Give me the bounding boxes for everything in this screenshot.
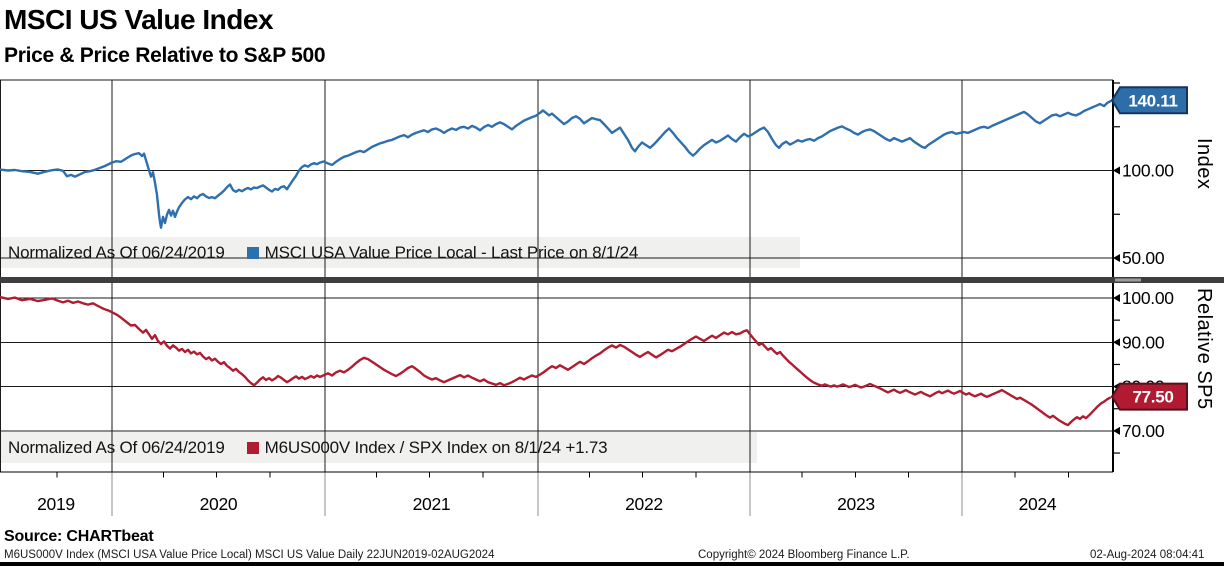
last-price-tag-bottom: [1110, 382, 1188, 411]
source-label: Source: CHARTbeat: [4, 528, 154, 545]
x-year-label: 2023: [837, 494, 875, 514]
relative-spx-line: [0, 295, 1112, 427]
x-year-label: 2021: [413, 494, 451, 514]
bottom-series-swatch-icon: [246, 442, 259, 454]
panel-divider-handle-icon[interactable]: [1115, 278, 1141, 282]
panel-divider[interactable]: [0, 277, 1224, 283]
msci-value-price-line: [0, 99, 1115, 229]
page-title: MSCI US Value Index: [4, 4, 274, 35]
top-series-swatch-icon: [246, 247, 259, 259]
bottom-panel-legend: Normalized As Of 06/24/2019 M6US000V Ind…: [8, 436, 608, 460]
top-legend-strip: [0, 237, 800, 268]
y-tick-arrow-icon: [1113, 254, 1120, 262]
bottom-axis-title: Relative SP5: [1193, 288, 1215, 410]
top-legend-normalized-label: Normalized As Of 06/24/2019: [8, 243, 225, 262]
x-year-label: 2020: [200, 494, 238, 514]
y-tick-arrow-icon: [1113, 338, 1120, 347]
y-tick-arrow-icon: [1113, 426, 1120, 435]
bottom-legend-strip: [0, 432, 757, 463]
x-year-label: 2024: [1019, 494, 1057, 514]
last-price-tag-top: [1110, 86, 1188, 115]
last-price-tag-top-value: 140.11: [1128, 91, 1177, 110]
window-bottom-edge: [0, 562, 1224, 566]
y-tick-label: 100.00: [1122, 161, 1174, 181]
bottom-legend-series-label: M6US000V Index / SPX Index on 8/1/24 +1.…: [264, 438, 608, 457]
y-tick-label: 50.00: [1122, 248, 1165, 268]
top-panel-legend: Normalized As Of 06/24/2019 MSCI USA Val…: [8, 241, 638, 265]
footer-timestamp: 02-Aug-2024 08:04:41: [1090, 549, 1205, 561]
footer-copyright: Copyright© 2024 Bloomberg Finance L.P.: [698, 549, 910, 561]
last-price-tag-bottom-value: 77.50: [1132, 388, 1173, 407]
y-tick-label: 100.00: [1122, 288, 1174, 308]
top-legend-series-label: MSCI USA Value Price Local - Last Price …: [264, 243, 639, 262]
bottom-legend-normalized-label: Normalized As Of 06/24/2019: [8, 438, 225, 457]
page-subtitle: Price & Price Relative to S&P 500: [4, 44, 326, 67]
footer-ticker-description: M6US000V Index (MSCI USA Value Price Loc…: [4, 549, 495, 561]
top-axis-title: Index: [1193, 138, 1215, 190]
y-tick-arrow-icon: [1113, 294, 1120, 302]
y-tick-label: 90.00: [1122, 332, 1165, 352]
x-year-label: 2022: [625, 494, 663, 514]
y-tick-arrow-icon: [1113, 166, 1120, 175]
y-tick-label: 70.00: [1122, 421, 1165, 441]
x-year-label: 2019: [37, 494, 75, 514]
